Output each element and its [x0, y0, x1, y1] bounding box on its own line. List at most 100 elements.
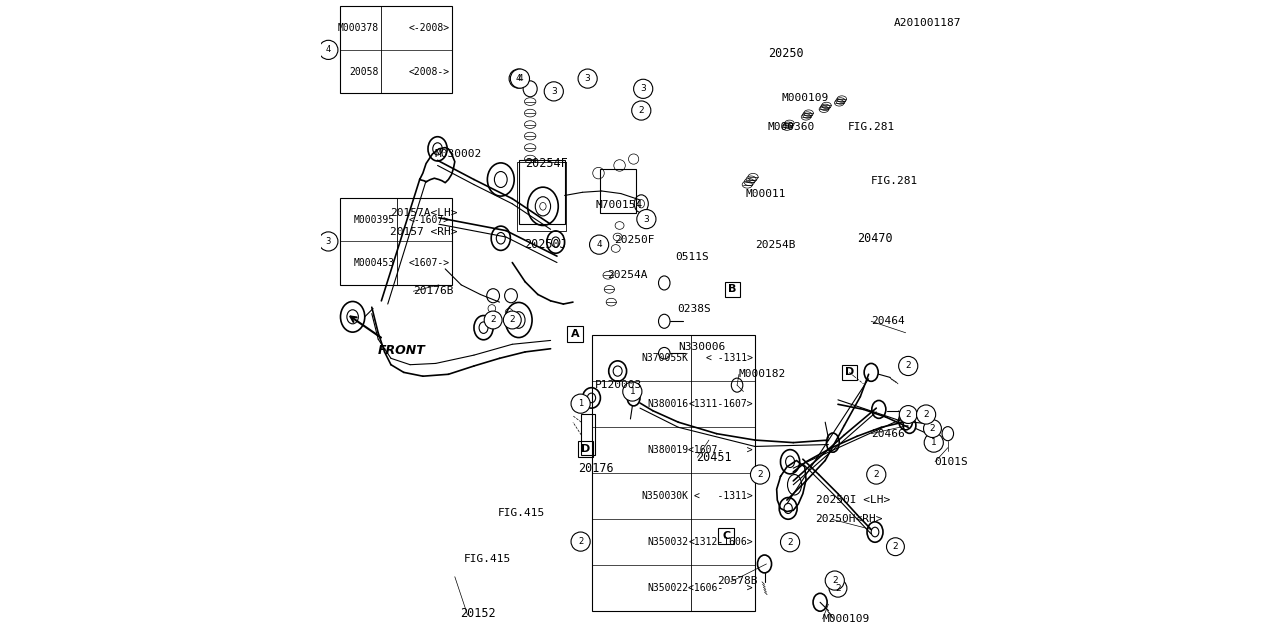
Circle shape — [867, 465, 886, 484]
Text: 0238S: 0238S — [677, 303, 710, 314]
Circle shape — [579, 69, 598, 88]
Circle shape — [916, 405, 936, 424]
Text: 3: 3 — [640, 84, 646, 93]
Text: 2: 2 — [787, 538, 792, 547]
Circle shape — [509, 69, 529, 88]
Bar — [718, 528, 733, 543]
Bar — [567, 326, 582, 342]
Text: 2: 2 — [509, 316, 515, 324]
Text: M000109: M000109 — [782, 93, 829, 103]
Text: 1: 1 — [579, 399, 584, 408]
Text: 4: 4 — [325, 45, 332, 54]
Bar — [340, 198, 452, 285]
Text: A: A — [571, 329, 579, 339]
Bar — [517, 162, 566, 230]
Text: 20250: 20250 — [768, 47, 804, 60]
Text: 20176: 20176 — [579, 461, 613, 475]
Text: <1607->: <1607-> — [408, 258, 449, 268]
Bar — [842, 365, 858, 380]
Text: 2: 2 — [579, 537, 584, 546]
Text: 1: 1 — [931, 438, 937, 447]
Circle shape — [887, 538, 905, 556]
Text: 0101S: 0101S — [934, 457, 968, 467]
Bar — [518, 161, 564, 224]
Circle shape — [484, 311, 502, 329]
Text: FIG.415: FIG.415 — [463, 554, 511, 564]
Circle shape — [511, 69, 530, 88]
Text: 20152: 20152 — [460, 607, 495, 620]
Circle shape — [623, 382, 641, 401]
Text: 2: 2 — [758, 470, 763, 479]
Circle shape — [899, 356, 918, 376]
Text: 20250H<RH>: 20250H<RH> — [815, 515, 883, 524]
Text: < -1311>: < -1311> — [707, 353, 753, 363]
Circle shape — [826, 571, 845, 590]
Text: 20470: 20470 — [858, 232, 892, 244]
Text: 1: 1 — [630, 387, 635, 396]
Circle shape — [571, 394, 590, 413]
Text: D: D — [581, 444, 590, 454]
Circle shape — [829, 579, 847, 597]
Text: N330006: N330006 — [678, 342, 726, 352]
Text: M000182: M000182 — [739, 369, 786, 380]
Circle shape — [634, 79, 653, 99]
Text: 20250F: 20250F — [614, 235, 655, 245]
Text: N350022: N350022 — [648, 582, 689, 593]
Text: 4: 4 — [517, 74, 522, 83]
Circle shape — [781, 532, 800, 552]
Text: M000109: M000109 — [823, 614, 870, 624]
Text: B: B — [728, 284, 737, 294]
Text: C: C — [722, 531, 731, 541]
Text: 20466: 20466 — [872, 429, 905, 438]
Text: 2: 2 — [835, 584, 841, 593]
Circle shape — [637, 209, 655, 228]
Text: FIG.281: FIG.281 — [849, 122, 896, 132]
Text: 20250J: 20250J — [524, 238, 567, 251]
Text: 20157A<LH>: 20157A<LH> — [389, 208, 457, 218]
Text: 2: 2 — [892, 542, 899, 551]
Circle shape — [924, 420, 941, 438]
Bar — [340, 6, 452, 93]
Text: 20578B: 20578B — [717, 575, 758, 586]
Text: 20254A: 20254A — [607, 270, 648, 280]
Text: 20254F: 20254F — [525, 157, 568, 170]
Text: M000378: M000378 — [338, 23, 379, 33]
Circle shape — [319, 232, 338, 251]
Text: 2: 2 — [639, 106, 644, 115]
Text: 4: 4 — [516, 74, 521, 83]
Text: A201001187: A201001187 — [895, 18, 961, 28]
Text: <2008->: <2008-> — [408, 67, 449, 77]
Text: N380016: N380016 — [648, 399, 689, 409]
Text: 2: 2 — [905, 362, 911, 371]
Text: 20176B: 20176B — [413, 286, 454, 296]
Text: M000360: M000360 — [768, 122, 815, 132]
Text: <   -1311>: < -1311> — [694, 491, 753, 500]
Text: 20464: 20464 — [872, 316, 905, 326]
Text: 20451: 20451 — [696, 451, 732, 464]
Text: M000395: M000395 — [353, 215, 394, 225]
Text: 2: 2 — [923, 410, 929, 419]
Text: <1311-1607>: <1311-1607> — [689, 399, 753, 409]
Text: 20157 <RH>: 20157 <RH> — [389, 227, 457, 237]
Text: 20254B: 20254B — [755, 239, 795, 250]
Text: <1606-    >: <1606- > — [689, 582, 753, 593]
Text: <-1607>: <-1607> — [408, 215, 449, 225]
Text: 20250I <LH>: 20250I <LH> — [815, 495, 890, 505]
Text: 3: 3 — [644, 214, 649, 223]
Circle shape — [900, 406, 918, 424]
Text: N350032: N350032 — [648, 536, 689, 547]
Text: 2: 2 — [929, 424, 936, 433]
Text: 4: 4 — [596, 240, 602, 249]
Text: 2: 2 — [490, 316, 495, 324]
Circle shape — [632, 101, 650, 120]
Text: 3: 3 — [325, 237, 332, 246]
Text: N350030K: N350030K — [641, 491, 689, 500]
Bar — [724, 282, 740, 297]
Text: D: D — [845, 367, 854, 378]
Text: 2: 2 — [873, 470, 879, 479]
Text: M000453: M000453 — [353, 258, 394, 268]
Text: N380019: N380019 — [648, 445, 689, 454]
Text: FIG.281: FIG.281 — [872, 176, 919, 186]
Circle shape — [544, 82, 563, 101]
Bar — [579, 441, 594, 457]
